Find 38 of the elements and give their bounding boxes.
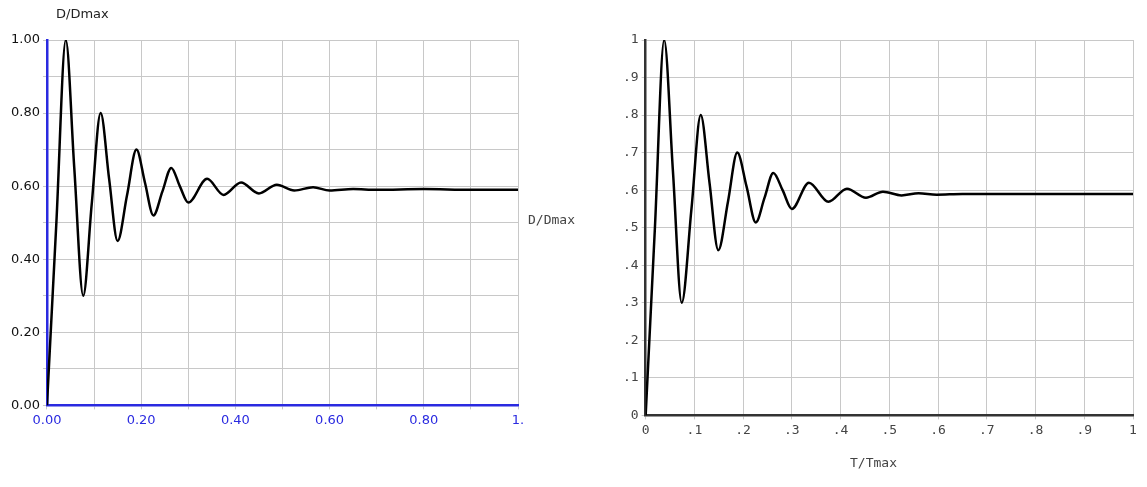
y-tick-label: .2 [623, 331, 639, 347]
x-tick-label: 0.20 [126, 411, 156, 427]
x-tick-label: .7 [978, 421, 995, 437]
y-tick-label: .7 [623, 143, 639, 159]
x-tick-label: 0.40 [220, 411, 250, 427]
y-tick-label: 0.00 [10, 396, 40, 412]
line-series [46, 40, 518, 406]
y-tick-label: .1 [623, 369, 639, 385]
y-tick-label: 1 [630, 31, 639, 47]
y-tick-label: 1.00 [10, 31, 40, 47]
y-tick-label: .5 [623, 219, 639, 235]
x-tick-label: 0 [641, 421, 650, 437]
y-tick-label: .8 [623, 106, 639, 122]
y-tick-label: .9 [623, 68, 639, 84]
x-tick-label: 0.60 [315, 411, 345, 427]
x-tick-label: .3 [784, 421, 800, 437]
y-axis-title: D/Dmax [528, 212, 575, 227]
x-tick-label: .4 [832, 421, 849, 437]
y-tick-label: 0.40 [10, 250, 40, 266]
y-tick-label: .6 [623, 181, 639, 197]
y-tick-label: .3 [623, 294, 639, 310]
x-tick-label: 0.80 [409, 411, 439, 427]
x-tick-label: 0.00 [32, 411, 62, 427]
x-tick-label: .5 [881, 421, 898, 437]
line-series [645, 40, 1133, 416]
x-tick-label: .1 [686, 421, 703, 437]
x-tick-label: 1. [511, 411, 525, 427]
x-axis-title: T/Tmax [849, 455, 898, 470]
x-tick-label: 1 [1129, 421, 1137, 437]
y-tick-label: 0.20 [10, 323, 40, 339]
y-axis-title: D/Dmax [56, 6, 109, 21]
x-tick-label: .9 [1076, 421, 1093, 437]
x-tick-label: .2 [735, 421, 751, 437]
y-tick-label: 0.60 [10, 177, 40, 193]
y-tick-label: .4 [623, 256, 639, 272]
x-tick-label: .8 [1027, 421, 1044, 437]
x-tick-label: .6 [930, 421, 946, 437]
y-tick-label: 0.80 [10, 104, 40, 120]
